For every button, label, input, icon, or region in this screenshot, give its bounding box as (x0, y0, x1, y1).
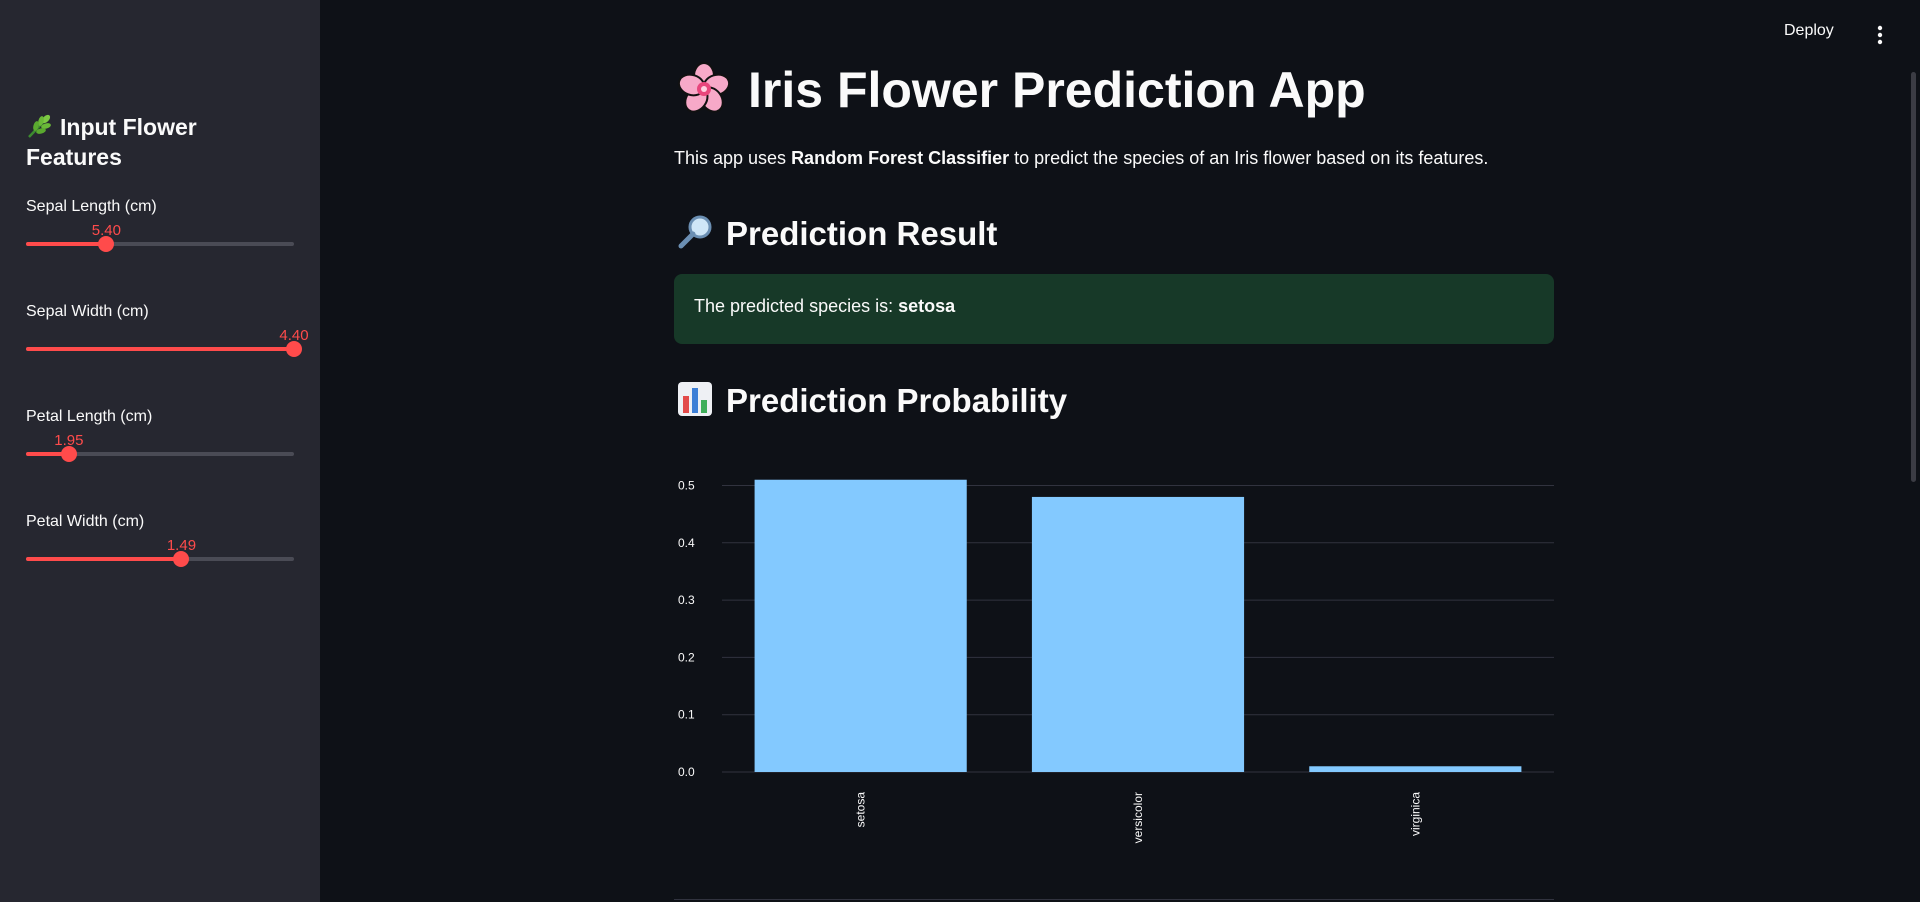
y-tick-label: 0.2 (678, 650, 695, 664)
slider-fill (26, 452, 69, 456)
slider-thumb[interactable] (173, 551, 190, 567)
cherry-blossom-icon (677, 62, 731, 113)
probability-bar-chart: 0.0 0.1 0.2 0.3 0.4 0.5 setosa versicolor virgin… (678, 478, 1554, 843)
bar-setosa (754, 479, 967, 772)
more-vertical-icon[interactable] (1872, 24, 1888, 46)
probability-chart: 0.0 0.1 0.2 0.3 0.4 0.5 setosa versicolor virgin… (674, 452, 1554, 862)
slider-fill (26, 347, 294, 351)
slider-fill (26, 557, 182, 561)
slider-thumb[interactable] (60, 446, 77, 462)
sidebar-title-text: Input Flower Features (26, 114, 197, 170)
result-prefix: The predicted species is: (694, 296, 899, 316)
description-suffix: to predict the species of an Iris flower… (1009, 148, 1489, 168)
sidebar-title: Input Flower Features (26, 112, 286, 172)
magnifier-icon (678, 215, 712, 249)
app-description: This app uses Random Forest Classifier t… (674, 148, 1488, 169)
slider-sepal-width[interactable]: Sepal Width (cm) 4.40 (26, 303, 309, 373)
y-tick-label: 0.1 (678, 708, 695, 722)
slider-value: 1.95 (54, 432, 84, 449)
slider-track[interactable] (26, 341, 302, 357)
slider-label: Sepal Width (cm) (26, 303, 149, 320)
prediction-probability-heading-text: Prediction Probability (726, 382, 1068, 419)
slider-label: Petal Length (cm) (26, 408, 153, 425)
slider-value: 4.40 (279, 327, 309, 344)
slider-track[interactable] (26, 236, 294, 252)
result-alert: The predicted species is: setosa (674, 274, 1554, 344)
slider-value: 5.40 (91, 222, 121, 239)
slider-track[interactable] (26, 446, 294, 462)
description-prefix: This app uses (674, 148, 792, 168)
slider-sepal-length[interactable]: Sepal Length (cm) 5.40 (26, 198, 296, 268)
slider-track[interactable] (26, 551, 294, 567)
bar-versicolor (1031, 496, 1245, 772)
deploy-button[interactable]: Deploy (1784, 22, 1834, 39)
page-title-text: Iris Flower Prediction App (748, 62, 1366, 118)
prediction-result-heading-text: Prediction Result (726, 215, 998, 252)
y-tick-label: 0.4 (678, 536, 695, 550)
slider-thumb[interactable] (286, 341, 302, 357)
scrollbar[interactable] (1911, 72, 1916, 482)
sidebar: Input Flower Features Sepal Length (cm) … (0, 0, 320, 902)
slider-petal-length[interactable]: Petal Length (cm) 1.95 (26, 408, 296, 478)
bar-chart-icon (678, 382, 712, 416)
slider-value: 1.49 (166, 537, 197, 554)
slider-label: Petal Width (cm) (26, 513, 145, 530)
x-tick-label: setosa (854, 792, 868, 828)
bar-virginica (1309, 766, 1522, 772)
slider-fill (26, 242, 107, 246)
slider-petal-width[interactable]: Petal Width (cm) 1.49 (26, 513, 296, 583)
y-tick-label: 0.3 (678, 593, 695, 607)
herb-icon (28, 114, 51, 138)
x-tick-label: versicolor (1131, 792, 1145, 843)
description-bold: Random Forest Classifier (791, 148, 1010, 168)
slider-thumb[interactable] (98, 236, 115, 252)
divider (674, 899, 1554, 900)
slider-label: Sepal Length (cm) (26, 198, 157, 215)
page-title: Iris Flower Prediction App (674, 60, 1366, 120)
prediction-result-heading: Prediction Result (676, 213, 997, 254)
x-tick-label: virginica (1408, 792, 1422, 836)
result-species: setosa (898, 296, 956, 316)
y-tick-label: 0.0 (678, 765, 695, 779)
y-tick-label: 0.5 (678, 478, 695, 492)
prediction-probability-heading: Prediction Probability (676, 380, 1067, 421)
